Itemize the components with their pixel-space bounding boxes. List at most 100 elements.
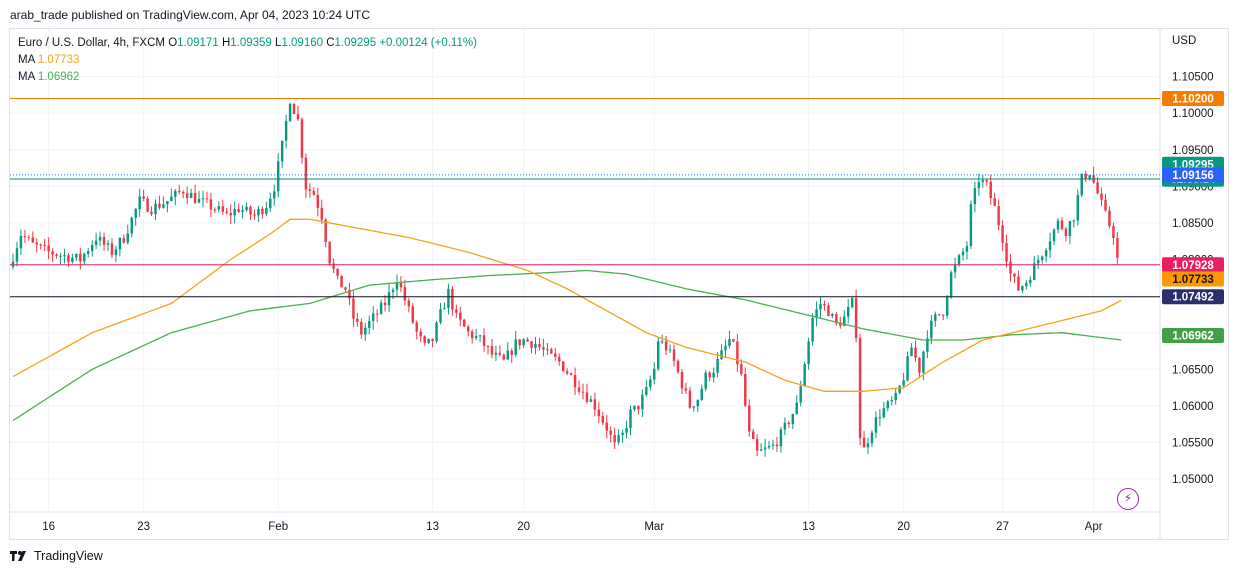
candle-body xyxy=(906,356,909,381)
ma-fast-line xyxy=(12,218,1122,392)
candle-body xyxy=(981,180,985,183)
candle-body xyxy=(649,379,652,387)
candle-body xyxy=(114,249,118,256)
candle-body xyxy=(740,364,743,374)
candle-body xyxy=(1088,175,1091,180)
candle-body xyxy=(886,401,890,409)
candle-body xyxy=(1112,226,1115,239)
high-label: H xyxy=(221,37,231,49)
candle-body xyxy=(993,198,996,207)
candle-body xyxy=(478,335,482,337)
candle-body xyxy=(1029,279,1032,284)
candle-body xyxy=(387,292,391,306)
legend-ma2-row[interactable]: MA 1.06962 xyxy=(18,69,477,86)
candle-body xyxy=(807,341,810,365)
candle-body xyxy=(641,394,644,410)
candle-body xyxy=(273,191,276,199)
candle-body xyxy=(835,314,838,324)
candle-body xyxy=(126,233,130,243)
candle-body xyxy=(138,196,141,210)
candle-body xyxy=(371,313,375,322)
candle-body xyxy=(1104,199,1107,211)
candle-body xyxy=(43,244,46,246)
candle-body xyxy=(486,345,490,347)
candle-body xyxy=(1036,260,1040,264)
price-label-box xyxy=(1162,327,1224,343)
candle-body xyxy=(102,236,106,245)
y-tick-label: 1.06000 xyxy=(1172,401,1214,413)
candle-body xyxy=(431,338,434,342)
candle-body xyxy=(1096,182,1099,194)
candle-body xyxy=(209,199,213,210)
price-label-box xyxy=(1162,167,1224,183)
candle-body xyxy=(526,339,529,342)
candle-body xyxy=(795,402,798,414)
candle-body xyxy=(391,289,395,293)
candle-body xyxy=(680,372,684,389)
candle-body xyxy=(170,196,173,202)
candle-body xyxy=(779,429,783,447)
candle-body xyxy=(205,198,209,200)
candle-body xyxy=(344,287,347,290)
candle-body xyxy=(352,298,355,319)
candle-body xyxy=(415,322,418,332)
candle-body xyxy=(253,214,256,216)
candle-body xyxy=(1108,210,1111,227)
candle-body xyxy=(973,188,977,205)
candle-body xyxy=(47,245,50,252)
candle-body xyxy=(637,405,640,410)
candles-group xyxy=(11,102,1119,457)
candle-body xyxy=(542,347,545,350)
x-tick-label: 20 xyxy=(517,521,530,533)
ma2-value: 1.06962 xyxy=(37,71,80,83)
change-value: +0.00124 (+0.11%) xyxy=(379,37,477,49)
footer-brand[interactable]: TradingView xyxy=(10,549,103,563)
ma2-label: MA xyxy=(18,71,35,83)
candle-body xyxy=(110,243,114,256)
candle-body xyxy=(684,388,688,391)
candle-body xyxy=(90,245,94,252)
candle-body xyxy=(360,321,363,335)
candle-body xyxy=(716,359,719,373)
candle-body xyxy=(530,341,533,348)
candle-body xyxy=(15,248,19,262)
candle-body xyxy=(827,305,830,316)
candle-body xyxy=(613,434,616,443)
candle-body xyxy=(664,341,668,351)
x-tick-label: Feb xyxy=(268,521,288,533)
candle-body xyxy=(174,190,177,197)
high-value: 1.09359 xyxy=(230,37,272,49)
price-label-text: 1.07733 xyxy=(1172,274,1214,286)
candle-body xyxy=(455,309,458,313)
candle-body xyxy=(178,190,181,192)
candle-body xyxy=(914,347,917,358)
symbol-title[interactable]: Euro / U.S. Dollar, 4h, FXCM xyxy=(18,37,165,49)
candle-body xyxy=(949,272,953,297)
candle-body xyxy=(241,210,244,212)
candle-body xyxy=(427,338,430,343)
candle-body xyxy=(771,444,775,446)
candle-body xyxy=(284,121,288,141)
candle-body xyxy=(63,255,66,257)
candle-body xyxy=(375,313,379,315)
x-tick-label: 23 xyxy=(137,521,150,533)
candle-body xyxy=(922,351,925,373)
candle-body xyxy=(1076,195,1080,221)
candle-body xyxy=(894,392,897,400)
candle-body xyxy=(213,209,217,211)
candle-body xyxy=(1044,250,1048,257)
candle-body xyxy=(154,203,157,215)
legend-ma1-row[interactable]: MA 1.07733 xyxy=(18,52,477,69)
candle-body xyxy=(1040,256,1044,261)
candle-body xyxy=(724,345,727,351)
candle-body xyxy=(918,357,921,373)
candle-body xyxy=(233,209,236,216)
candle-body xyxy=(71,257,74,262)
candle-body xyxy=(653,368,656,380)
candle-body xyxy=(1052,229,1056,242)
candle-body xyxy=(514,339,517,355)
lightning-icon[interactable]: ⚡ xyxy=(1117,488,1139,510)
candle-body xyxy=(166,201,169,205)
candle-body xyxy=(245,206,248,211)
